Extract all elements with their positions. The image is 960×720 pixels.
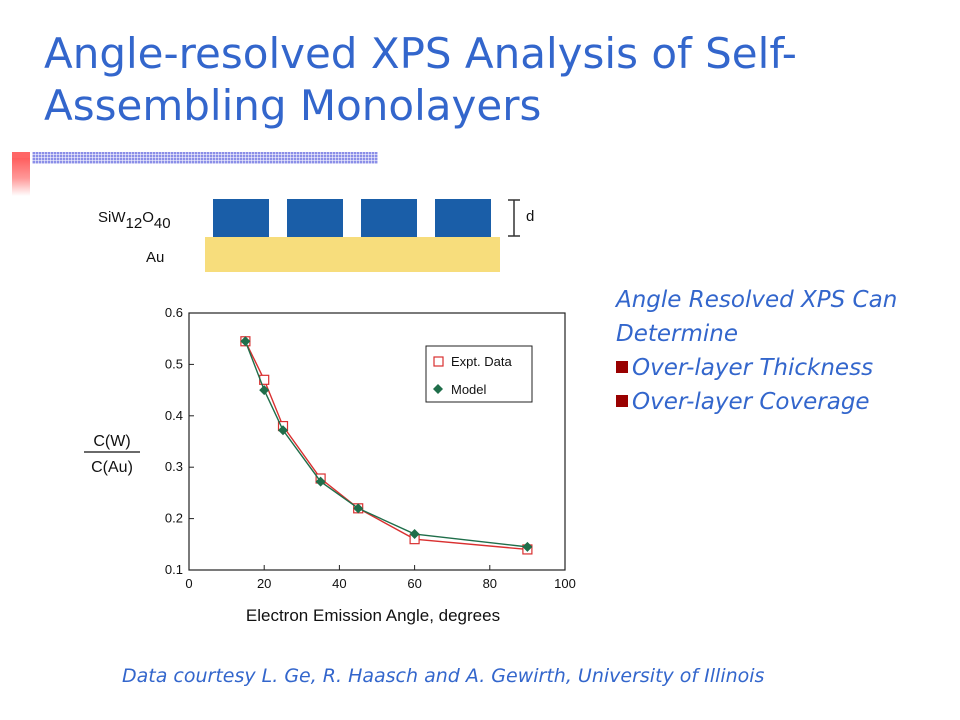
bullet-thickness: Over-layer Thickness (616, 351, 946, 385)
side-heading-line2: Determine (616, 321, 739, 347)
thickness-label: d (526, 208, 534, 225)
series-group (240, 336, 533, 555)
y-label-denominator: C(Au) (91, 459, 133, 476)
xps-chart: 0 20 40 60 80 100 0.1 0.2 0.3 0.4 0.5 0.6 Expt. Da… (84, 305, 576, 625)
x-axis-label: Electron Emission Angle, degrees (246, 606, 500, 625)
x-tick-label: 60 (407, 576, 421, 591)
x-tick-label: 40 (332, 576, 346, 591)
bullet-square-icon (616, 361, 628, 373)
data-point-model (522, 541, 533, 552)
bullet-coverage-text: Over-layer Coverage (632, 389, 870, 415)
x-tick-label: 0 (185, 576, 192, 591)
legend-marker-expt (433, 356, 444, 367)
y-tick-label: 0.3 (165, 459, 183, 474)
thickness-marker (508, 199, 520, 237)
y-tick-label: 0.1 (165, 562, 183, 577)
x-tick-label: 100 (554, 576, 576, 591)
gold-substrate (205, 237, 500, 272)
side-heading-line1: Angle Resolved XPS Can (616, 287, 898, 313)
data-point-model (315, 476, 326, 487)
substrate-label: Au (146, 249, 164, 266)
y-axis: 0.1 0.2 0.3 0.4 0.5 0.6 (165, 305, 194, 577)
bullet-thickness-text: Over-layer Thickness (632, 355, 874, 381)
legend-label-model: Model (451, 382, 487, 397)
y-tick-label: 0.5 (165, 356, 183, 371)
slide-title: Angle-resolved XPS Analysis of Self-Asse… (44, 29, 797, 130)
bullet-square-icon (616, 395, 628, 407)
footer-credit: Data courtesy L. Ge, R. Haasch and A. Ge… (122, 665, 765, 687)
overlayer-block (435, 199, 491, 237)
overlayer-block (213, 199, 269, 237)
side-notes: Angle Resolved XPS Can Determine Over-la… (616, 283, 946, 419)
x-tick-label: 20 (257, 576, 271, 591)
legend: Expt. Data Model (425, 345, 533, 403)
title-underline (32, 152, 378, 164)
x-axis: 0 20 40 60 80 100 (185, 565, 576, 591)
x-tick-label: 80 (483, 576, 497, 591)
y-tick-label: 0.6 (165, 305, 183, 320)
legend-label-expt: Expt. Data (451, 354, 512, 369)
bullet-coverage: Over-layer Coverage (616, 385, 946, 419)
y-tick-label: 0.2 (165, 511, 183, 526)
legend-marker-model (433, 384, 443, 394)
y-tick-label: 0.4 (165, 408, 183, 423)
monolayer-schematic: SiW12O40 Au d (98, 199, 534, 272)
overlayer-block (287, 199, 343, 237)
data-point-model (259, 385, 270, 396)
data-point-model (353, 503, 364, 514)
overlayer-block (361, 199, 417, 237)
data-point-model (278, 425, 288, 436)
y-axis-label: C(W) C(Au) (84, 433, 140, 476)
data-point-model (409, 529, 420, 540)
overlayer-label: SiW12O40 (98, 209, 171, 232)
accent-bar (12, 152, 30, 196)
overlayer-blocks (213, 199, 491, 237)
plot-frame (188, 312, 566, 571)
data-point-model (240, 336, 251, 347)
legend-box (425, 345, 533, 403)
y-label-numerator: C(W) (93, 433, 130, 450)
